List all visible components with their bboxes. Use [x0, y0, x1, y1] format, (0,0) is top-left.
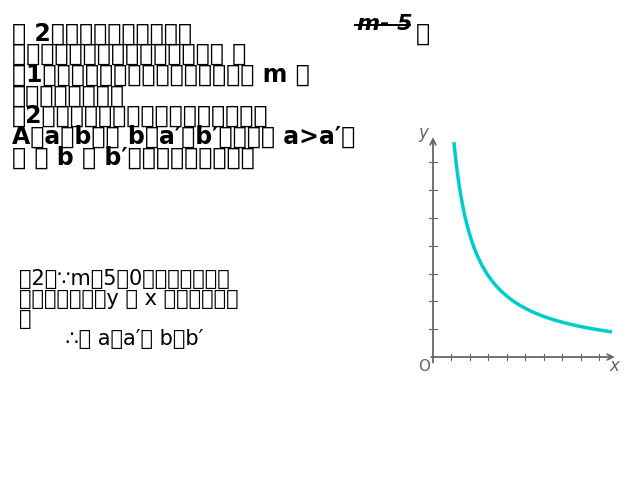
- Text: m- 5: m- 5: [357, 14, 413, 35]
- Text: x: x: [610, 357, 620, 375]
- Text: （2）在这个函数图象的某一支上任取点: （2）在这个函数图象的某一支上任取点: [12, 104, 268, 128]
- Text: 那 么 b 和 b′有怎样的大小关系？: 那 么 b 和 b′有怎样的大小关系？: [12, 145, 254, 169]
- Text: 图象一支，根据图象回答下列问题 ：: 图象一支，根据图象回答下列问题 ：: [12, 42, 246, 66]
- Text: 取值范围是什么？: 取值范围是什么？: [12, 84, 125, 108]
- Text: O: O: [418, 359, 429, 374]
- Text: A（a，b）和 b（a′，b′），如果 a>a′，: A（a，b）和 b（a′，b′），如果 a>a′，: [12, 125, 355, 149]
- Text: ，: ，: [19, 309, 32, 329]
- Text: （2）∵m－5＞0，在这个函数图: （2）∵m－5＞0，在这个函数图: [19, 269, 230, 289]
- Text: 的: 的: [416, 22, 430, 46]
- Text: （1）图象的另一支在哪个象限？常数 m 的: （1）图象的另一支在哪个象限？常数 m 的: [12, 63, 309, 87]
- Text: y: y: [419, 124, 429, 142]
- Text: 象的任一支上，y 随 x 的增大而减小: 象的任一支上，y 随 x 的增大而减小: [19, 289, 239, 309]
- Text: ∴当 a＞a′时 b＜b′: ∴当 a＞a′时 b＜b′: [19, 329, 204, 349]
- Text: 例 2：如图是反比例函数＝: 例 2：如图是反比例函数＝: [12, 22, 191, 46]
